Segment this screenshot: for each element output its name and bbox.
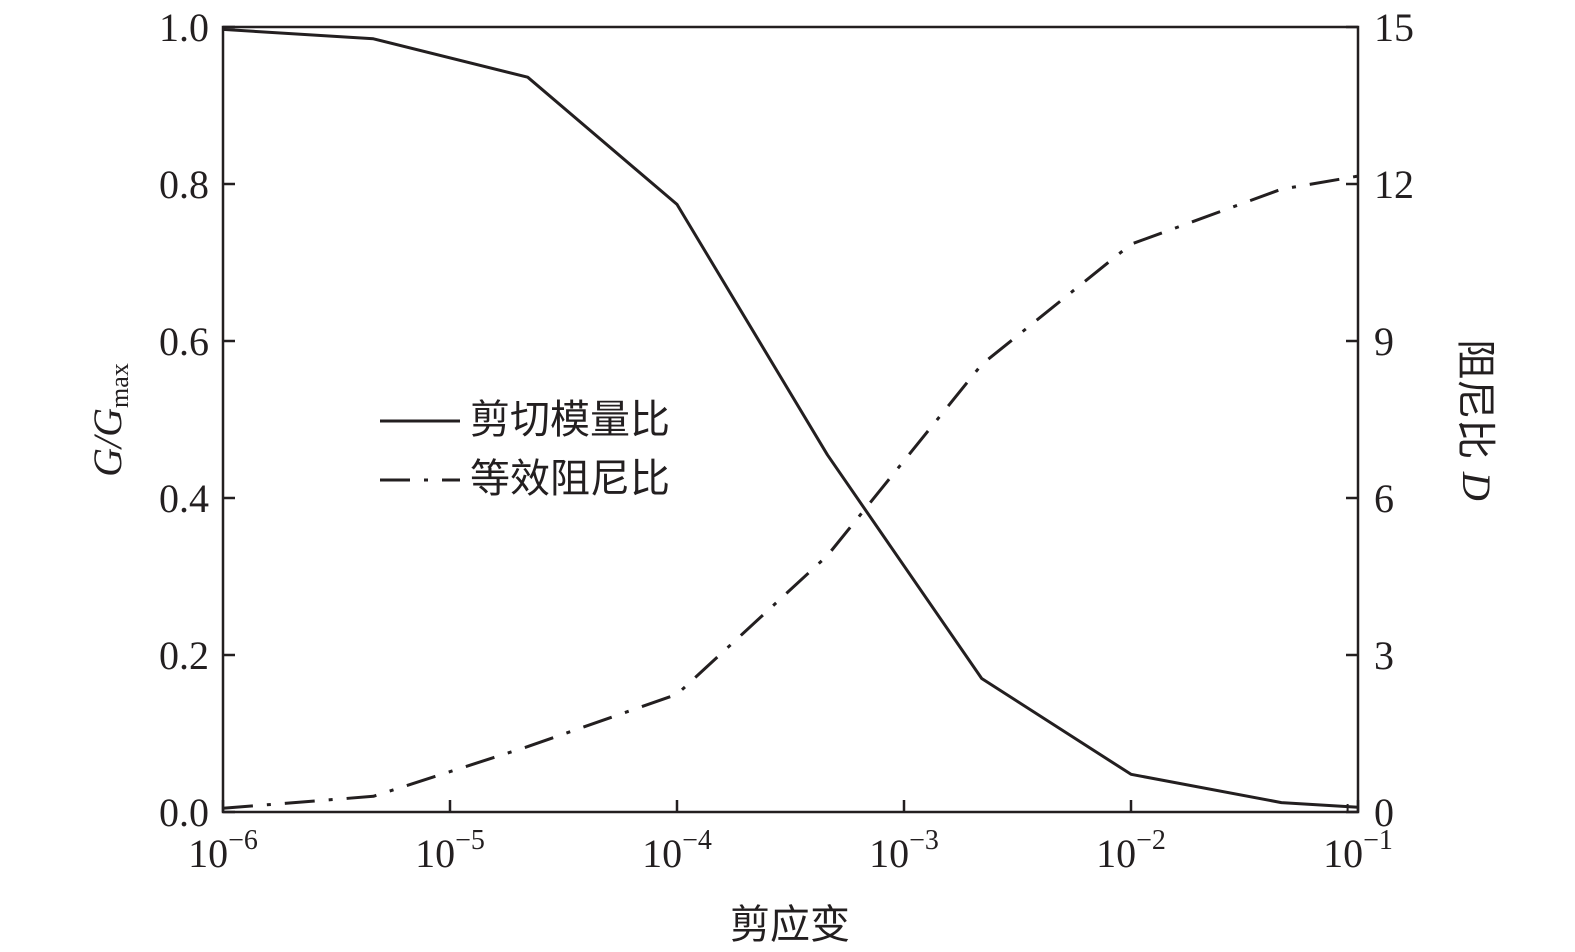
- x-tick-base: 10: [1096, 831, 1136, 876]
- x-tick-label: 10−1: [1323, 825, 1393, 876]
- x-tick-exponent: −2: [1136, 825, 1166, 856]
- x-tick-label: 10−6: [188, 825, 258, 876]
- plot-frame: [221, 25, 1360, 814]
- y-axis-right-title-italic: D: [1454, 471, 1499, 501]
- series-line-shear-modulus: [222, 27, 1359, 809]
- legend-label-damping: 等效阻尼比: [470, 456, 670, 502]
- x-tick-base: 10: [188, 831, 228, 876]
- y-left-tick-label: 1.0: [159, 5, 209, 50]
- y-axis-left-title-main: G/G: [85, 408, 130, 477]
- y-right-tick-label: 6: [1374, 476, 1394, 521]
- x-tick-base: 10: [642, 831, 682, 876]
- y-axis-left-title: G/Gmax: [85, 363, 134, 477]
- x-axis-title: 剪应变: [730, 902, 850, 948]
- x-tick-label: 10−5: [415, 825, 485, 876]
- y-left-tick-label: 0.0: [159, 790, 209, 835]
- x-tick-base: 10: [415, 831, 455, 876]
- x-tick-exponent: −1: [1363, 825, 1393, 856]
- y-right-tick-label: 12: [1374, 162, 1414, 207]
- x-tick-label: 10−3: [869, 825, 939, 876]
- x-tick-label: 10−2: [1096, 825, 1166, 876]
- series-layer: [222, 27, 1359, 810]
- y-right-tick-label: 9: [1374, 319, 1394, 364]
- x-tick-base: 10: [869, 831, 909, 876]
- x-tick-exponent: −6: [228, 825, 258, 856]
- y-axis-right-title: 阻尼比 D: [1452, 339, 1499, 501]
- y-right-tick-label: 3: [1374, 633, 1394, 678]
- x-tick-base: 10: [1323, 831, 1363, 876]
- x-tick-label: 10−4: [642, 825, 712, 876]
- legend-label-shear-modulus: 剪切模量比: [470, 397, 670, 443]
- y-axis-right-title-main: 阻尼比: [1452, 339, 1498, 472]
- x-tick-exponent: −5: [455, 825, 485, 856]
- x-tick-exponent: −4: [682, 825, 712, 856]
- series-line-damping: [222, 174, 1359, 810]
- y-right-tick-label: 15: [1374, 5, 1414, 50]
- legend: 剪切模量比 等效阻尼比: [380, 397, 670, 502]
- svg-text:阻尼比 D: 阻尼比 D: [1452, 339, 1499, 501]
- y-left-tick-label: 0.8: [159, 162, 209, 207]
- y-left-tick-label: 0.4: [159, 476, 209, 521]
- svg-text:G/Gmax: G/Gmax: [85, 363, 134, 477]
- y-left-tick-label: 0.6: [159, 319, 209, 364]
- y-left-tick-label: 0.2: [159, 633, 209, 678]
- y-right-tick-label: 0: [1374, 790, 1394, 835]
- x-tick-exponent: −3: [909, 825, 939, 856]
- ticks-layer: 10−6 10−5 10−4 10−3 10−2 10−10.00.20.40.60.81…: [159, 5, 1414, 876]
- y-axis-left-title-sub: max: [105, 363, 134, 408]
